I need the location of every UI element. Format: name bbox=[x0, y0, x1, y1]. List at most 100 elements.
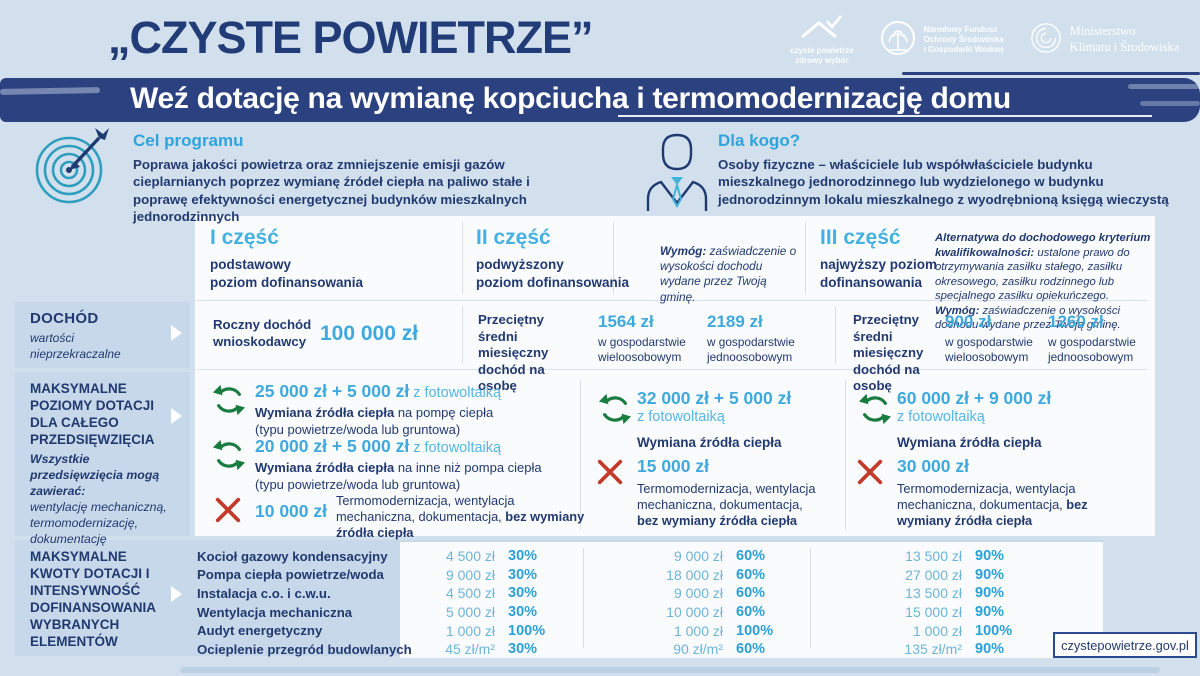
table-amount: 1 000 zł bbox=[445, 622, 495, 639]
banner-underline bbox=[618, 115, 1152, 117]
lotus-icon bbox=[880, 20, 916, 61]
kwoty-heading: MAKSYMALNE KWOTY DOTACJI I INTENSYWNOŚĆ … bbox=[30, 549, 156, 649]
column-divider bbox=[805, 222, 806, 294]
column-divider bbox=[613, 222, 614, 294]
table-amount: 18 000 zł bbox=[666, 566, 723, 583]
part2-title: II część bbox=[476, 226, 551, 249]
table-percent: 30% bbox=[508, 548, 538, 565]
income-amount: 1260 zł bbox=[1048, 312, 1104, 331]
grant-amount: 25 000 zł + 5 000 zł z fotowoltaiką bbox=[255, 381, 502, 401]
banner: Weź dotację na wymianę kopciucha i termo… bbox=[0, 78, 1200, 122]
poziomy-note-bold: Wszystkie przedsięwzięcia mogą zawierać: bbox=[30, 452, 160, 498]
poziomy-col3-item1: 60 000 zł + 9 000 zł z fotowoltaiką Wymi… bbox=[897, 388, 1117, 452]
logo-ministerstwo-text: Ministerstwo Klimatu i Środowiska bbox=[1069, 24, 1180, 54]
recycle-icon bbox=[598, 392, 632, 431]
table-percent: 60% bbox=[736, 641, 766, 658]
table-percent: 30% bbox=[508, 585, 538, 602]
page-title: „CZYSTE POWIETRZE” bbox=[108, 12, 594, 63]
part3-header: III część najwyższy poziom dofinansowani… bbox=[820, 226, 937, 291]
sidebar-box-kwoty bbox=[15, 540, 190, 656]
target-icon bbox=[33, 126, 111, 211]
main-panel bbox=[195, 216, 1155, 536]
part3-subtitle: dofinansowania bbox=[820, 274, 923, 290]
income-desc: w gospodarstwie wieloosobowym bbox=[598, 335, 686, 364]
part1-subtitle: podstawowy bbox=[210, 257, 292, 272]
row-divider bbox=[197, 369, 1147, 370]
column-divider bbox=[845, 380, 846, 530]
table-amount: 9 000 zł bbox=[673, 585, 723, 602]
grant-amount: 15 000 zł bbox=[637, 456, 709, 476]
table-row-label: Audyt energetyczny bbox=[197, 623, 323, 639]
grant-amount: 20 000 zł + 5 000 zł z fotowoltaiką bbox=[255, 436, 502, 456]
part1-subtitle: poziom dofinansowania bbox=[210, 274, 364, 290]
note-label: Wymóg: bbox=[660, 243, 707, 258]
poziomy-note: Wszystkie przedsięwzięcia mogą zawierać:… bbox=[30, 452, 182, 548]
dochod-col2-single: 2189 zł w gospodarstwie jednoosobowym bbox=[707, 312, 815, 364]
logo-ministerstwo: Ministerstwo Klimatu i Środowiska bbox=[1030, 22, 1180, 59]
table-percent: 30% bbox=[508, 641, 538, 658]
banner-brush-streak bbox=[1128, 84, 1200, 89]
table-amount: 9 000 zł bbox=[673, 548, 723, 565]
table-amount: 15 000 zł bbox=[905, 604, 962, 621]
dla-kogo-body: Osoby fizyczne – właściciele lub współwł… bbox=[718, 157, 1169, 207]
dochod-label: DOCHÓD bbox=[30, 310, 99, 327]
bottom-brush-streak bbox=[180, 667, 1160, 673]
table-amount: 135 zł/m² bbox=[904, 641, 962, 658]
part1-title: I część bbox=[210, 226, 279, 249]
pv-suffix: z fotowoltaiką bbox=[409, 385, 502, 401]
grant-amount: 10 000 zł bbox=[255, 501, 327, 521]
dochod-col2-multi: 1564 zł w gospodarstwie wieloosobowym bbox=[598, 312, 700, 364]
roczny-dochod-value: 100 000 zł bbox=[320, 322, 419, 345]
grant-desc: Termomodernizacja, wentylacja mechaniczn… bbox=[897, 481, 1088, 528]
cel-programu-body: Poprawa jakości powietrza oraz zmniejsze… bbox=[133, 157, 530, 224]
table-percent: 60% bbox=[736, 585, 766, 602]
table-percent: 100% bbox=[508, 622, 546, 639]
table-percent: 90% bbox=[975, 585, 1005, 602]
cel-programu-heading: Cel programu bbox=[133, 131, 244, 150]
arrow-right-icon bbox=[171, 586, 182, 602]
grant-desc: Wymiana źródła ciepła bbox=[637, 435, 782, 450]
dochod-col3-multi: 900 zł w gospodarstwie wieloosobowym bbox=[945, 312, 1045, 364]
recycle-icon bbox=[858, 392, 892, 431]
banner-text: Weź dotację na wymianę kopciucha i termo… bbox=[130, 82, 1011, 115]
column-divider bbox=[835, 306, 836, 364]
x-icon bbox=[214, 496, 242, 529]
income-desc: w gospodarstwie wieloosobowym bbox=[945, 335, 1033, 364]
part3-title: III część bbox=[820, 226, 901, 249]
income-amount: 2189 zł bbox=[707, 312, 763, 331]
dochod-sublabel: wartości nieprzekraczalne bbox=[30, 331, 121, 361]
part1-header: I część podstawowy poziom dofinansowania bbox=[210, 226, 363, 291]
logo-strip: czyste powietrze zdrowy wybór Narodowy F… bbox=[790, 14, 1190, 66]
table-row-label: Wentylacja mechaniczna bbox=[197, 604, 353, 620]
column-divider bbox=[580, 380, 581, 530]
poziomy-col1-item3-desc: Termomodernizacja, wentylacja mechaniczn… bbox=[336, 493, 585, 540]
table-percent: 30% bbox=[508, 566, 538, 583]
column-divider bbox=[462, 306, 463, 364]
table-amount: 10 000 zł bbox=[666, 604, 723, 621]
table-percent: 90% bbox=[975, 604, 1005, 621]
note-text: zaświadczenie o wysokości dochodu wydane… bbox=[660, 243, 797, 304]
grant-amount: 30 000 zł bbox=[897, 456, 969, 476]
table-percent: 100% bbox=[975, 622, 1013, 639]
recycle-icon bbox=[212, 438, 246, 477]
table-row-label: Ocieplenie przegród budowlanych bbox=[197, 641, 412, 657]
part2-header: II część podwyższony poziom dofinansowan… bbox=[476, 226, 629, 291]
banner-top-line bbox=[902, 72, 1200, 75]
logo-czyste-powietrze-text: czyste powietrze zdrowy wybór bbox=[790, 45, 854, 65]
part2-requirement-note: Wymóg: zaświadczenie o wysokości dochodu… bbox=[660, 244, 802, 305]
arrow-right-icon bbox=[171, 325, 182, 341]
alternative-text: ustalone prawo do otrzymywania zasiłku s… bbox=[935, 246, 1130, 303]
table-percent: 30% bbox=[508, 604, 538, 621]
table-percent: 90% bbox=[975, 566, 1005, 583]
grant-amount: 60 000 zł + 9 000 zł bbox=[897, 388, 1052, 408]
part2-subtitle: poziom dofinansowania bbox=[476, 274, 630, 290]
table-amount: 13 500 zł bbox=[905, 585, 962, 602]
dla-kogo-heading: Dla kogo? bbox=[718, 131, 801, 150]
sidebar-box-dochod bbox=[15, 302, 190, 368]
table-row-label: Instalacja c.o. i c.w.u. bbox=[197, 585, 331, 601]
poziomy-note-text: wentylację mechaniczną, termomodernizacj… bbox=[30, 499, 167, 546]
income-amount: 900 zł bbox=[945, 312, 992, 331]
website-link[interactable]: czystepowietrze.gov.pl bbox=[1053, 632, 1197, 658]
column-divider bbox=[583, 548, 584, 648]
